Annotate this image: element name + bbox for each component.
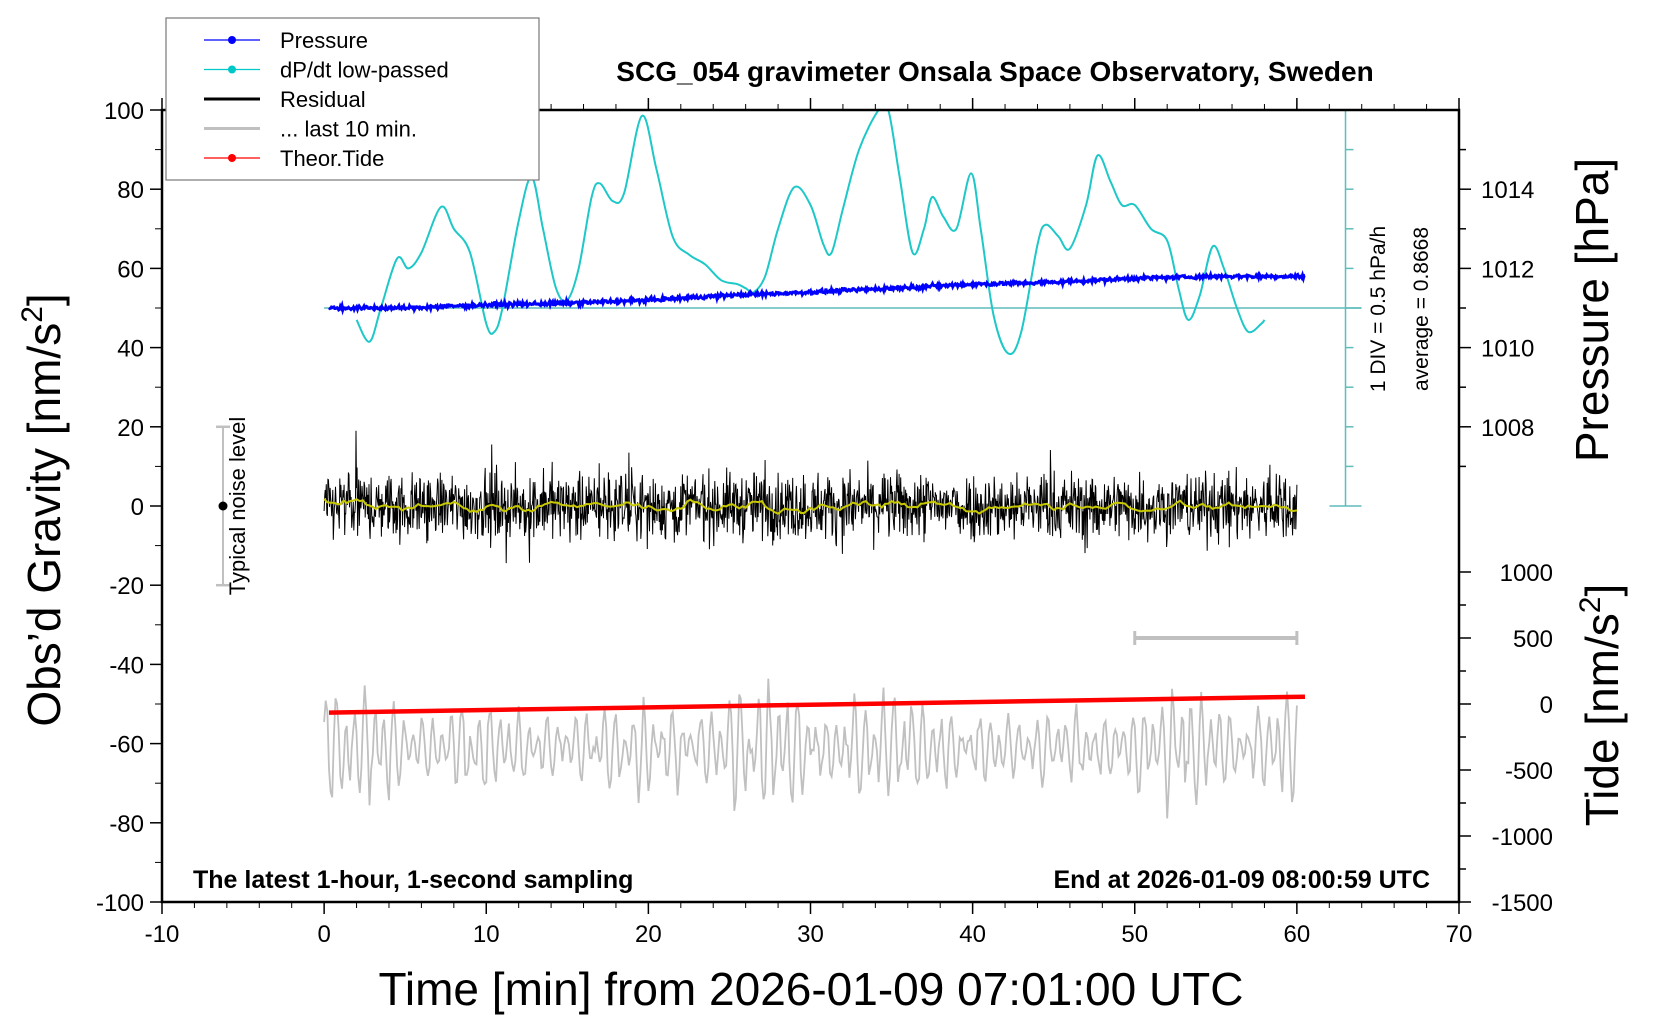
legend-label: Theor.Tide: [280, 146, 384, 171]
legend-entry: Pressure: [204, 28, 368, 53]
series-residual-smoothed: [323, 498, 1298, 515]
series-last-10-min: [323, 678, 1298, 819]
noise-level-dot: [218, 501, 228, 511]
pressure-tick-label: 1012: [1481, 256, 1534, 283]
x-tick-label: 20: [635, 921, 662, 948]
tide-tick-label: -1000: [1492, 824, 1553, 851]
tide-tick-label: 1000: [1500, 560, 1553, 587]
pressure-tick-label: 1008: [1481, 415, 1534, 442]
y-tick-label: -100: [96, 890, 144, 917]
y-tick-label: -80: [109, 811, 144, 838]
pressure-tick-label: 1010: [1481, 336, 1534, 363]
legend-entry: Residual: [204, 87, 366, 112]
legend-label: Pressure: [280, 28, 368, 53]
legend-label: ... last 10 min.: [280, 117, 417, 142]
end-time-note: End at 2026-01-09 08:00:59 UTC: [1053, 866, 1430, 894]
legend-marker: [228, 154, 236, 162]
y-axis-title: Obs’d Gravity [nm/s2]: [16, 293, 70, 726]
y-tick-label: 100: [104, 98, 144, 125]
x-tick-label: 70: [1446, 921, 1473, 948]
pressure-tick-label: 1014: [1481, 177, 1534, 204]
div-label: 1 DIV = 0.5 hPa/h: [1367, 226, 1390, 392]
sampling-note: The latest 1-hour, 1-second sampling: [193, 866, 633, 894]
tide-tick-label: -1500: [1492, 890, 1553, 917]
y-tick-label: 0: [131, 494, 144, 521]
x-tick-label: 60: [1284, 921, 1311, 948]
legend-entry: ... last 10 min.: [204, 117, 417, 142]
legend-label: dP/dt low-passed: [280, 58, 449, 83]
x-tick-label: 40: [959, 921, 986, 948]
axes: -10 0 10 20 30 40 50 60 70100806040200-20-40-60-…: [96, 98, 1553, 948]
series-dpdt: [355, 110, 1266, 356]
y-tick-label: 40: [117, 336, 144, 363]
pressure-axis-title: Pressure [hPa]: [1566, 158, 1618, 462]
legend-entry: dP/dt low-passed: [204, 58, 449, 83]
chart-title: SCG_054 gravimeter Onsala Space Observat…: [616, 56, 1373, 87]
x-tick-label: 50: [1121, 921, 1148, 948]
y-tick-label: -20: [109, 573, 144, 600]
legend-marker: [228, 65, 236, 74]
tide-tick-label: 500: [1513, 626, 1553, 653]
series-residual: [323, 430, 1298, 564]
legend-marker: [228, 36, 236, 44]
x-tick-label: 0: [317, 921, 330, 948]
legend-entry: Theor.Tide: [204, 146, 384, 171]
series-theor-tide: [328, 694, 1306, 715]
legend: Pressure dP/dt low-passed Residual ... last…: [165, 17, 540, 181]
y-tick-label: 20: [117, 415, 144, 442]
legend-label: Residual: [280, 87, 366, 112]
tide-tick-label: -500: [1505, 758, 1553, 785]
y-tick-label: -60: [109, 732, 144, 759]
x-tick-label: 10: [473, 921, 500, 948]
x-tick-label: -10: [145, 921, 180, 948]
y-tick-label: 60: [117, 256, 144, 283]
tide-tick-label: 0: [1540, 692, 1553, 719]
tide-axis-title: Tide [nm/s2]: [1574, 584, 1628, 827]
y-tick-label: 80: [117, 177, 144, 204]
average-label: average = 0.8668: [1410, 227, 1433, 391]
y-tick-label: -40: [109, 652, 144, 679]
x-axis-title: Time [min] from 2026-01-09 07:01:00 UTC: [379, 963, 1244, 1015]
noise-level-label: Typical noise level: [225, 417, 250, 596]
plot-marks: [216, 109, 1362, 819]
x-tick-label: 30: [797, 921, 824, 948]
series-pressure: [328, 269, 1306, 316]
